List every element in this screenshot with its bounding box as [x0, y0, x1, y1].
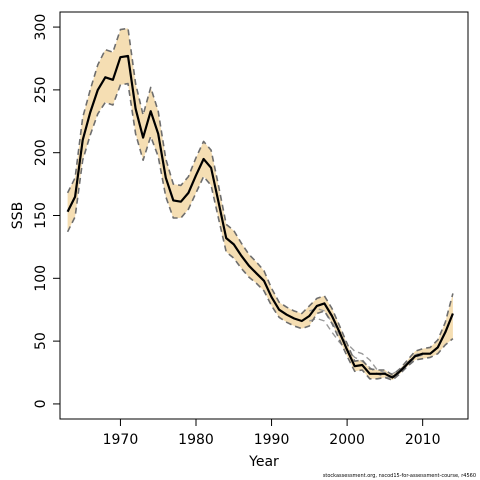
x-tick-label: 2000: [329, 432, 365, 448]
upper-ci-line: [66, 27, 454, 376]
y-tick-label: 200: [33, 139, 49, 166]
confidence-band-layer: [67, 28, 453, 381]
x-tick-label: 1990: [254, 432, 290, 448]
x-tick-label: 2010: [405, 432, 441, 448]
y-tick-label: 0: [33, 399, 49, 408]
x-axis-title: Year: [248, 454, 279, 470]
x-tick-label: 1980: [178, 432, 214, 448]
y-axis-title: SSB: [10, 202, 26, 229]
y-tick-label: 100: [33, 265, 49, 292]
lower-ci-line: [66, 82, 454, 381]
y-tick-label: 50: [33, 332, 49, 350]
estimate-line: [66, 54, 454, 379]
y-axis: 0 50 100 150 200 250 300: [33, 14, 61, 408]
confidence-band: [67, 28, 453, 381]
y-tick-label: 250: [33, 77, 49, 104]
footnote: stockassessment.org, nscod15-for-assessm…: [323, 473, 476, 479]
x-tick-label: 1970: [103, 432, 139, 448]
y-tick-label: 150: [33, 202, 49, 229]
series-lines-layer: [66, 27, 454, 381]
x-axis: 1970 1980 1990 2000 2010: [103, 418, 441, 448]
y-tick-label: 300: [33, 14, 49, 41]
